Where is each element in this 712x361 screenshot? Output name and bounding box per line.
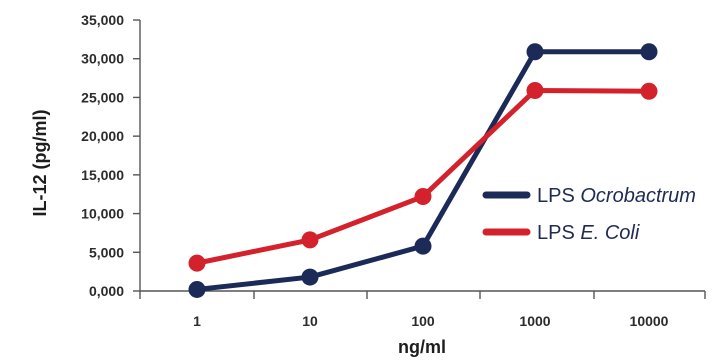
- x-tick-label: 1000: [519, 313, 550, 329]
- x-tick-label: 100: [411, 313, 435, 329]
- x-ticks: 1 10 100 1000 10000: [139, 291, 706, 329]
- legend-label-prefix: LPS: [537, 222, 580, 244]
- legend-label-italic: E. Coli: [580, 222, 639, 244]
- y-tick-label: 10,000: [81, 206, 124, 222]
- legend-label-italic: Ocrobactrum: [580, 185, 696, 207]
- y-tick-label: 35,000: [81, 12, 124, 28]
- y-tick-label: 20,000: [81, 128, 124, 144]
- x-tick-label: 10: [302, 313, 318, 329]
- y-ticks: 0,000 5,000 10,000 15,000 20,000 25,000 30,000…: [81, 12, 140, 299]
- y-tick-label: 0,000: [89, 283, 124, 299]
- y-tick-label: 30,000: [81, 51, 124, 67]
- y-tick-label: 15,000: [81, 167, 124, 183]
- data-point: [640, 43, 658, 61]
- data-point: [640, 82, 658, 100]
- x-tick-label: 10000: [630, 313, 669, 329]
- data-point: [301, 231, 319, 249]
- y-axis-title: IL-12 (pg/ml): [30, 109, 50, 216]
- y-tick-label: 5,000: [89, 244, 124, 260]
- x-axis-title: ng/ml: [398, 337, 446, 357]
- data-point: [188, 280, 206, 298]
- x-tick-label: 1: [193, 313, 201, 329]
- data-point: [301, 268, 319, 286]
- axes: [139, 20, 705, 292]
- legend-label: LPS E. Coli: [537, 222, 640, 244]
- data-point: [188, 254, 206, 272]
- y-tick-label: 25,000: [81, 89, 124, 105]
- legend-label: LPS Ocrobactrum: [537, 185, 696, 207]
- legend-label-prefix: LPS: [537, 185, 580, 207]
- data-point: [414, 188, 432, 206]
- data-point: [526, 43, 544, 61]
- data-point: [414, 237, 432, 255]
- series: [188, 43, 658, 298]
- data-point: [526, 81, 544, 99]
